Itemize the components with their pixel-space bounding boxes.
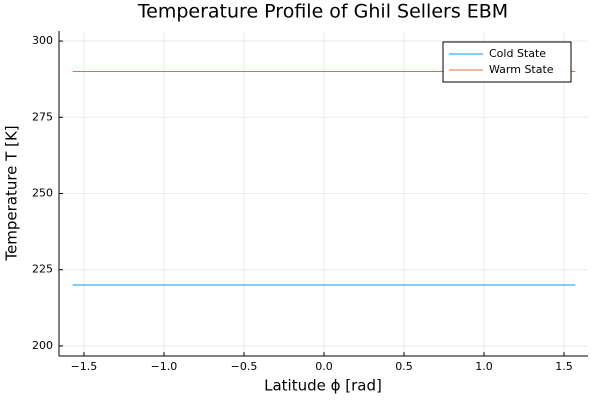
x-tick-label: −0.5: [231, 360, 258, 373]
x-tick-label: 0.0: [315, 360, 333, 373]
y-axis-label: Temperature T [K]: [3, 125, 21, 261]
x-tick-label: 1.0: [475, 360, 493, 373]
y-tick-label: 200: [32, 339, 53, 352]
y-tick-label: 225: [32, 263, 53, 276]
x-tick-label: −1.0: [151, 360, 178, 373]
chart-title: Temperature Profile of Ghil Sellers EBM: [137, 1, 508, 23]
y-tick-label: 300: [32, 34, 53, 47]
x-tick-label: −1.5: [71, 360, 98, 373]
legend-box: [442, 41, 572, 83]
y-tick-label: 275: [32, 110, 53, 123]
x-axis-label: Latitude ϕ [rad]: [264, 377, 382, 395]
legend-label: Warm State: [489, 63, 554, 76]
x-tick-label: 0.5: [395, 360, 413, 373]
legend-label: Cold State: [489, 47, 546, 60]
x-tick-label: 1.5: [555, 360, 573, 373]
y-tick-label: 250: [32, 187, 53, 200]
